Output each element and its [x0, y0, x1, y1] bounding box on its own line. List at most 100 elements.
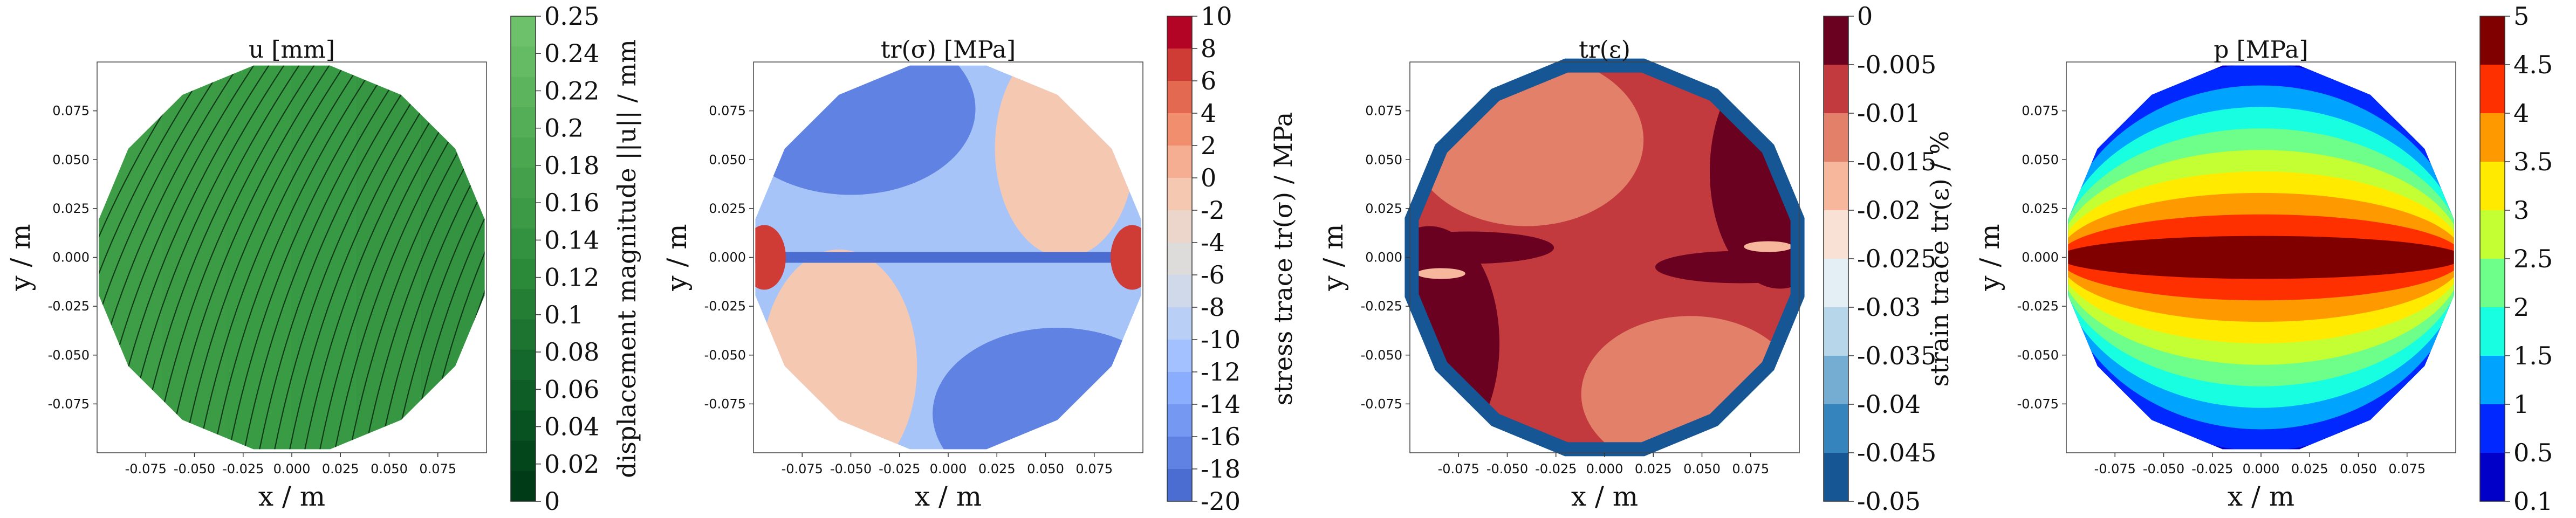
colorbar-tick-label: -0.01 [1857, 99, 1921, 128]
plot-title: u [mm] [249, 36, 335, 64]
chart-panel-1: -0.075 -0.050 -0.025 0.000 0.025 0.050 0.075 0.… [5, 2, 641, 516]
colorbar-tick-label: 1 [2513, 390, 2529, 419]
colorbar-tick-label: -0.035 [1857, 341, 1936, 370]
colorbar-tick-label: 8 [1201, 34, 1216, 63]
x-tick-label: 0.075 [1075, 461, 1113, 476]
colorbar-segment [1167, 307, 1192, 340]
colorbar-segment [1824, 65, 1848, 114]
field-1 [99, 65, 485, 450]
x-tick-label: -0.050 [830, 461, 872, 476]
colorbar-label: displacement magnitude ||u|| / mm [612, 39, 641, 478]
colorbar-segment [511, 137, 536, 168]
field-region [1416, 268, 1465, 279]
x-tick-label: -0.075 [1438, 461, 1479, 476]
streamline [241, 65, 415, 450]
colorbar-segment [1824, 307, 1848, 356]
colorbar-tick-label: -12 [1201, 357, 1241, 386]
streamline [99, 65, 234, 450]
x-tick-label: -0.025 [222, 461, 264, 476]
colorbar-segment [2480, 113, 2505, 162]
streamline [210, 65, 385, 450]
colorbar-tick-label: 0.1 [544, 300, 584, 329]
colorbar-tick-label: 4 [2513, 99, 2529, 128]
colorbar-segment [511, 168, 536, 198]
streamline [180, 65, 354, 450]
y-tick-label: 0.075 [709, 103, 746, 119]
colorbar-tick-label: 4 [1201, 99, 1216, 128]
field-2 [755, 65, 1141, 450]
colorbar-segment [1167, 178, 1192, 211]
colorbar-segment [2480, 16, 2505, 65]
pressure-contour [2068, 236, 2454, 279]
x-tick-label: 0.050 [1027, 461, 1064, 476]
colorbar-tick-label: 4.5 [2513, 50, 2553, 79]
colorbar-tick-label: -4 [1201, 228, 1225, 257]
streamline [195, 65, 369, 450]
colorbar-segment [1824, 404, 1848, 453]
x-axis-label: x / m [2228, 481, 2294, 512]
field-band [421, 65, 485, 450]
colorbar-tick-label: 0.02 [544, 450, 599, 479]
colorbar-segment [1167, 243, 1192, 275]
x-tick-label: -0.075 [782, 461, 823, 476]
colorbar-tick-label: 6 [1201, 66, 1216, 95]
y-tick-label: -0.025 [1361, 299, 1402, 314]
field-region [1111, 225, 1141, 290]
colorbar-tick-label: 0.24 [544, 39, 599, 68]
colorbar-segment [1824, 356, 1848, 405]
y-tick-label: 0.050 [2022, 152, 2059, 167]
y-tick-label: -0.075 [704, 396, 746, 411]
x-tick-label: 0.000 [2243, 461, 2280, 476]
colorbar-segment [511, 319, 536, 350]
y-tick-label: -0.075 [48, 396, 90, 411]
colorbar-segment [2480, 162, 2505, 211]
x-tick-label: 0.075 [1732, 461, 1769, 476]
y-tick-label: 0.050 [52, 152, 90, 167]
y-axis-label: y / m [661, 224, 693, 291]
colorbar-tick-label: -0.02 [1857, 196, 1921, 225]
colorbar-frame [510, 16, 536, 502]
x-tick-label: -0.050 [1486, 461, 1528, 476]
y-tick-label: 0.025 [52, 201, 90, 216]
colorbar-segment [511, 259, 536, 289]
y-tick-label: 0.000 [709, 250, 746, 265]
x-tick-label: 0.025 [322, 461, 359, 476]
colorbar-segment [1167, 372, 1192, 405]
x-tick-label: 0.000 [1586, 461, 1623, 476]
colorbar-tick-label: -2 [1201, 196, 1225, 225]
y-tick-label: 0.075 [1365, 103, 1402, 119]
colorbar-segment [1167, 275, 1192, 308]
y-tick-label: -0.025 [48, 299, 90, 314]
colorbar-segment [1167, 81, 1192, 114]
colorbar-tick-label: 0 [544, 487, 560, 516]
colorbar-tick-label: 2 [2513, 293, 2529, 322]
colorbar-tick-label: 0.2 [544, 114, 584, 143]
plot-title: tr(σ) [MPa] [881, 36, 1016, 64]
y-tick-label: 0.025 [709, 201, 746, 216]
x-tick-label: 0.050 [2340, 461, 2377, 476]
chart-panel-2: -0.075 -0.050 -0.025 0.000 0.025 0.050 0.075 0.… [661, 2, 1298, 516]
colorbar-segment [1824, 16, 1848, 65]
colorbar-segment [511, 16, 536, 47]
x-tick-label: 0.000 [273, 461, 311, 476]
streamline [99, 65, 249, 450]
x-axis-label: x / m [915, 481, 982, 512]
colorbar-segment [1824, 162, 1848, 211]
y-tick-label: 0.000 [52, 250, 90, 265]
x-tick-label: 0.025 [1635, 461, 1672, 476]
field-band [99, 65, 163, 450]
colorbar-segment [2480, 307, 2505, 356]
x-tick-label: -0.025 [879, 461, 920, 476]
chart-panel-4: -0.075 -0.050 -0.025 0.000 0.025 0.050 0.075 0.… [1974, 2, 2553, 516]
x-tick-label: -0.050 [2143, 461, 2184, 476]
colorbar-tick-label: -0.025 [1857, 244, 1936, 273]
x-tick-label: 0.050 [371, 461, 408, 476]
field-region [761, 250, 917, 450]
colorbar-segment [2480, 356, 2505, 405]
colorbar-tick-label: 0.1 [2513, 487, 2553, 516]
x-tick-label: 0.025 [978, 461, 1016, 476]
colorbar-tick-label: 0 [1201, 163, 1216, 192]
field-region [755, 225, 786, 290]
x-axis-label: x / m [1571, 481, 1638, 512]
colorbar-segment [1167, 469, 1192, 502]
